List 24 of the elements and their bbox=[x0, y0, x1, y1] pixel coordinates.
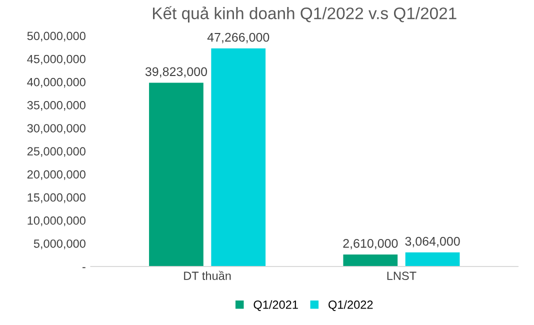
chart-title: Kết quả kinh doanh Q1/2022 v.s Q1/2021 bbox=[153, 6, 456, 23]
y-tick-label: 50,000,000 bbox=[27, 32, 86, 42]
bar bbox=[343, 254, 398, 266]
y-tick-label: 5,000,000 bbox=[34, 239, 86, 250]
y-tick-label: 10,000,000 bbox=[28, 216, 86, 226]
bar bbox=[149, 82, 204, 266]
y-tick-label: 45,000,000 bbox=[27, 54, 86, 65]
y-tick-label: 35,000,000 bbox=[27, 101, 86, 111]
data-label: 2,610,000 bbox=[343, 238, 398, 250]
legend-label: Q1/2022 bbox=[328, 300, 373, 311]
legend-label: Q1/2021 bbox=[254, 300, 298, 311]
data-label: 39,823,000 bbox=[145, 67, 208, 78]
x-tick-label: DT thuần bbox=[184, 270, 231, 280]
y-tick-label: 30,000,000 bbox=[27, 124, 86, 134]
y-tick-label: 15,000,000 bbox=[28, 193, 86, 204]
x-tick-label: LNST bbox=[387, 272, 416, 280]
data-label: 3,064,000 bbox=[405, 236, 460, 248]
bar bbox=[211, 48, 266, 266]
y-tick-label: 40,000,000 bbox=[27, 78, 86, 88]
y-tick-label: 20,000,000 bbox=[27, 170, 86, 180]
y-tick-label: 25,000,000 bbox=[27, 147, 86, 157]
data-label: 47,266,000 bbox=[207, 32, 270, 44]
y-tick-label: - bbox=[82, 267, 86, 268]
bar bbox=[405, 252, 460, 266]
